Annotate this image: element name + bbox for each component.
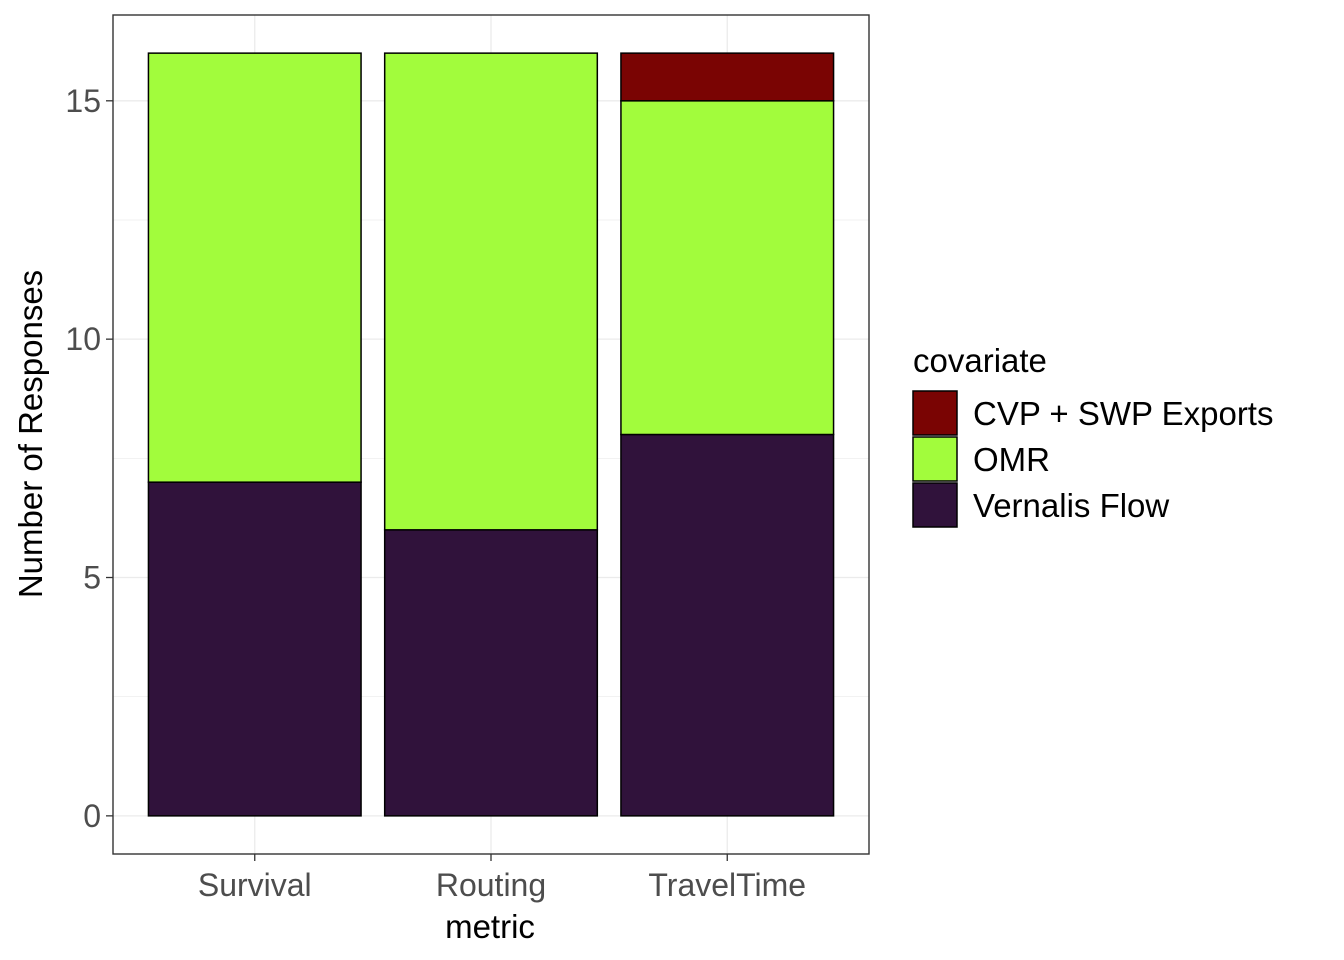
x-tick-label: Survival: [198, 867, 312, 903]
bar-routing-vernalis-flow: [383, 529, 599, 817]
y-tick-label: 0: [83, 798, 101, 834]
bar-traveltime-vernalis-flow: [620, 433, 835, 817]
y-tick-label: 10: [65, 321, 101, 357]
legend-title: covariate: [913, 342, 1047, 379]
y-axis-title: Number of Responses: [12, 270, 49, 598]
bar-traveltime-cvp-swp-exports: [620, 52, 835, 102]
bar-survival-omr: [147, 52, 362, 483]
bar-routing-omr: [383, 52, 599, 531]
x-axis-title: metric: [445, 908, 535, 945]
y-axis: 0 5 10 15: [65, 83, 113, 834]
y-tick-label: 5: [83, 560, 101, 596]
y-tick-label: 15: [65, 83, 101, 119]
legend-key-vernalis-flow: [912, 482, 958, 528]
bar-traveltime-omr: [620, 100, 835, 436]
legend-label: OMR: [973, 441, 1050, 478]
legend-label: CVP + SWP Exports: [973, 395, 1273, 432]
bars: [147, 52, 835, 817]
x-axis: Survival Routing TravelTime: [198, 854, 806, 903]
x-tick-label: Routing: [436, 867, 546, 903]
bar-survival-vernalis-flow: [147, 481, 362, 817]
legend-label: Vernalis Flow: [973, 487, 1169, 524]
legend-key-omr: [912, 436, 958, 482]
legend-key-cvp-swp-exports: [912, 390, 958, 436]
legend: covariate CVP + SWP Exports OMR Vernalis F…: [912, 342, 1273, 528]
x-tick-label: TravelTime: [648, 867, 806, 903]
